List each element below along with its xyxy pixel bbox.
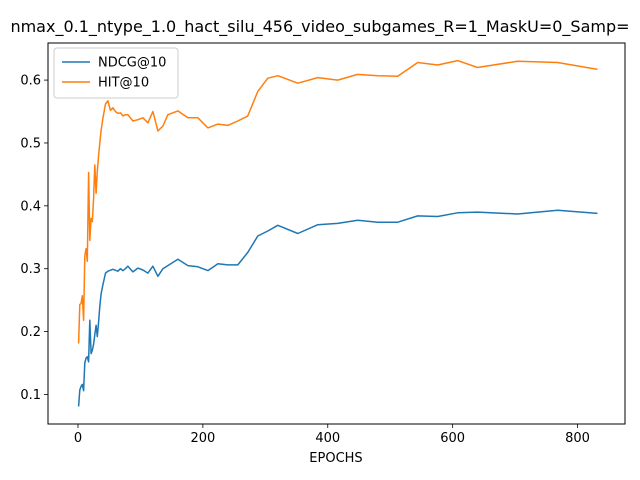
x-tick-label: 400 bbox=[315, 431, 340, 446]
plot-area bbox=[48, 43, 625, 424]
y-tick-label: 0.2 bbox=[20, 325, 41, 340]
legend-label: HIT@10 bbox=[98, 76, 149, 91]
x-tick-label: 800 bbox=[565, 431, 590, 446]
legend-label: NDCG@10 bbox=[98, 56, 166, 71]
y-tick-label: 0.5 bbox=[20, 136, 41, 151]
series-layer bbox=[77, 59, 598, 407]
series-line-1 bbox=[77, 59, 598, 344]
series-line-0 bbox=[77, 209, 598, 407]
y-tick-label: 0.4 bbox=[20, 199, 41, 214]
plot-frame bbox=[47, 42, 626, 425]
y-tick-label: 0.1 bbox=[20, 388, 41, 403]
y-tick-label: 0.3 bbox=[20, 262, 41, 277]
x-axis-label: EPOCHS bbox=[309, 451, 362, 466]
x-tick-label: 200 bbox=[190, 431, 215, 446]
chart-title: nmax_0.1_ntype_1.0_hact_silu_456_video_s… bbox=[10, 17, 629, 37]
legend: NDCG@10 HIT@10 bbox=[53, 47, 179, 99]
x-tick-label: 600 bbox=[440, 431, 465, 446]
x-axis-ticks: 0 200 400 600 800 bbox=[74, 424, 590, 446]
legend-box bbox=[53, 47, 179, 99]
x-tick-label: 0 bbox=[74, 431, 82, 446]
y-tick-label: 0.6 bbox=[20, 74, 41, 89]
y-axis-ticks: 0.1 0.2 0.3 0.4 0.5 0.6 bbox=[20, 74, 48, 403]
